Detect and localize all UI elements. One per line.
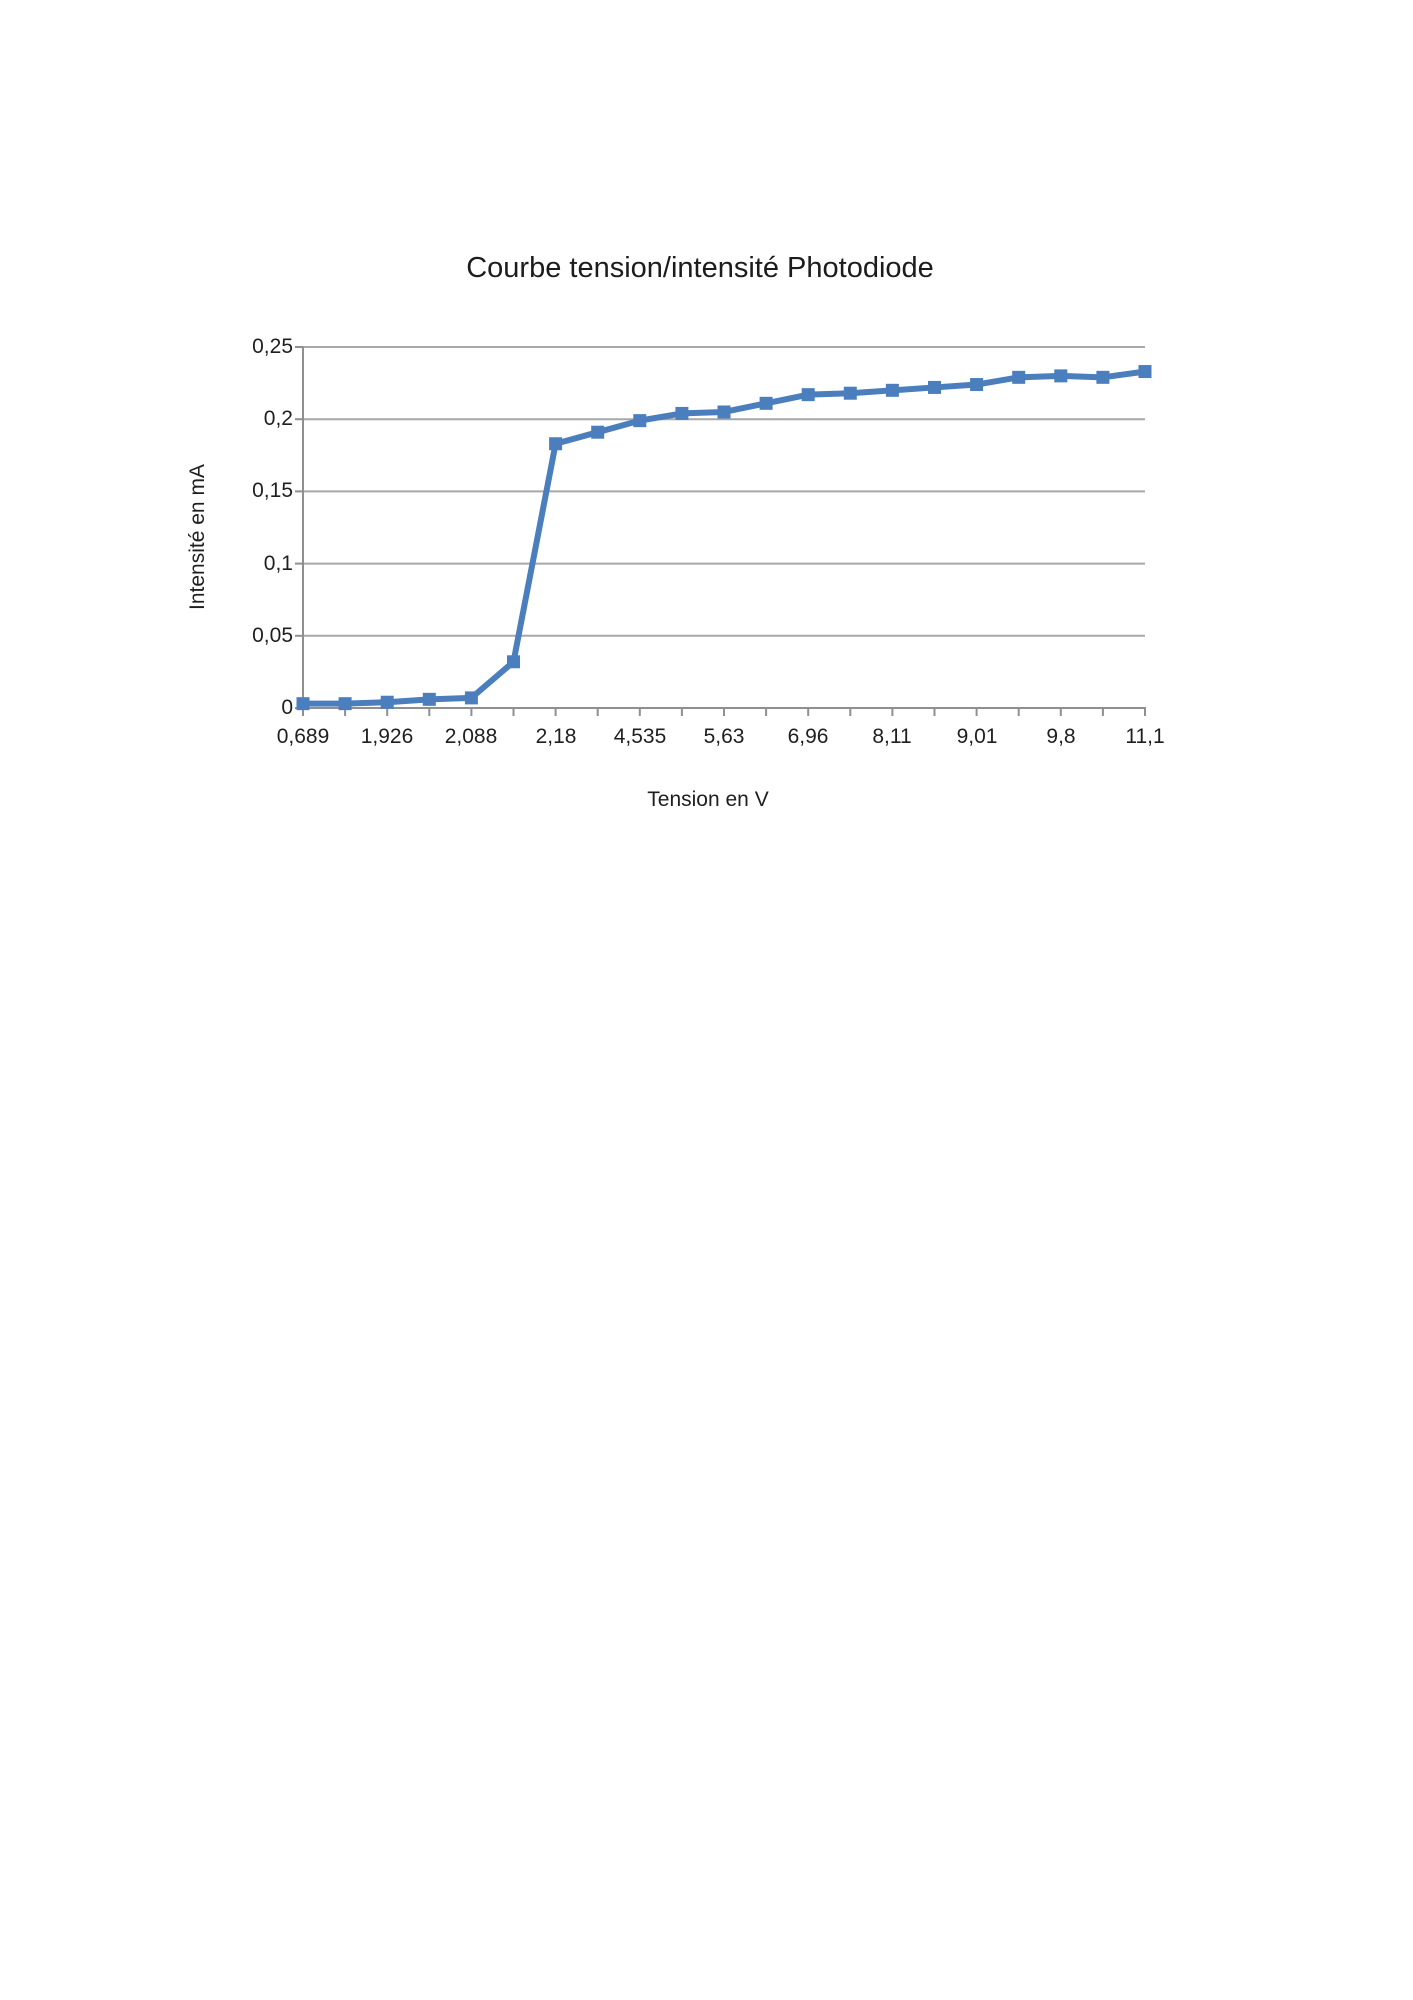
x-tick-label: 2,18 [535,725,577,748]
data-point-marker [1054,369,1068,383]
data-point-marker [928,380,941,394]
data-point-marker [1012,370,1026,384]
x-tick-label: 5,63 [703,725,745,748]
y-tick-label: 0,2 [263,407,293,430]
y-tick-label: 0,25 [252,335,293,358]
chart-title: Courbe tension/intensité Photodiode [466,252,934,284]
x-axis-title: Tension en V [647,788,769,811]
data-point-marker [1096,370,1110,384]
x-tick-label: 8,11 [872,725,912,748]
x-tick-label: 11,1 [1125,725,1165,748]
y-tick-label: 0 [281,696,293,719]
data-point-marker [296,697,310,711]
x-tick-label: 4,535 [613,725,667,748]
y-tick-label: 0,05 [252,624,293,647]
series-line [300,368,1148,707]
data-point-marker [885,383,899,397]
x-tick-label: 1,926 [360,725,414,748]
data-point-marker [759,396,773,410]
data-point-marker [675,406,689,420]
data-point-marker [1138,365,1152,379]
data-point-marker [338,697,352,711]
x-tick-label: 9,01 [956,725,998,748]
x-tick-label: 2,088 [444,725,498,748]
x-tick-label: 9,8 [1046,725,1076,748]
data-point-marker [464,691,478,705]
data-point-marker [549,437,563,451]
data-point-marker [843,386,857,400]
y-tick-label: 0,1 [263,552,293,575]
line-chart-plot [295,346,1152,716]
data-point-marker [970,378,984,392]
x-tick-label: 6,96 [787,725,829,748]
data-point-marker [422,692,436,706]
x-tick-label: 0,689 [276,725,330,748]
data-point-marker [717,405,731,419]
data-point-marker [380,695,394,709]
data-point-marker [591,425,605,439]
data-point-marker [633,414,647,428]
data-point-marker [801,388,815,402]
y-tick-label: 0,15 [252,479,293,502]
data-point-marker [507,655,520,669]
